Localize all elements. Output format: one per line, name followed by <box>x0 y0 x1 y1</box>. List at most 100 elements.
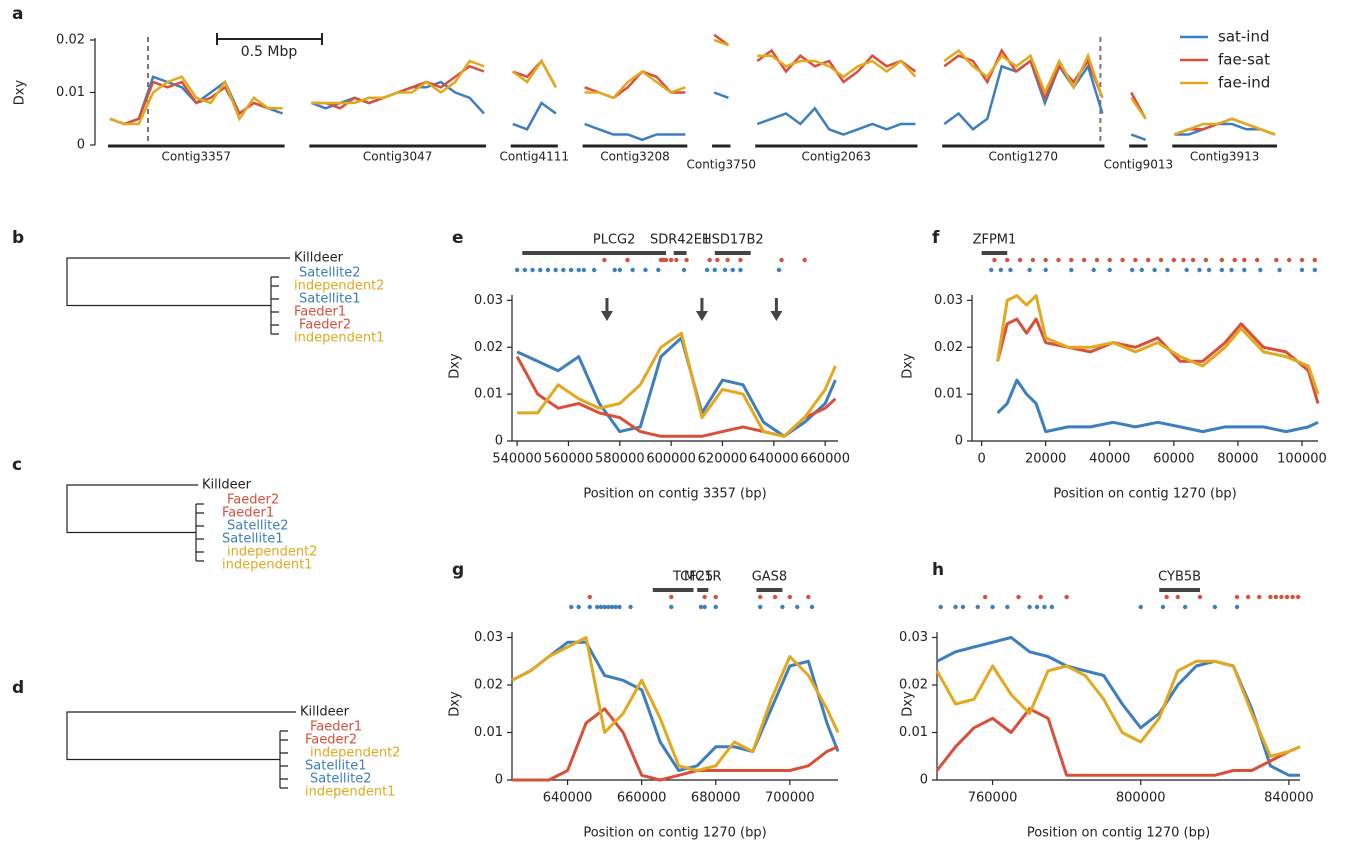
x-tick-label: 60000 <box>1153 452 1194 467</box>
tree-tip-label: Satellite2 <box>299 266 361 281</box>
x-tick-label: 20000 <box>1025 452 1066 467</box>
site-dot <box>681 267 687 273</box>
site-dot <box>609 604 615 610</box>
x-tick-label: 560000 <box>544 452 594 467</box>
site-dot <box>628 604 633 610</box>
contig-label: Contig2063 <box>802 150 872 164</box>
x-tick-label: 660000 <box>617 791 667 806</box>
site-dot <box>522 267 528 273</box>
site-dot <box>975 604 980 610</box>
gene-label: ZFPM1 <box>973 233 1017 248</box>
x-tick-label: 680000 <box>691 791 741 806</box>
x-tick-label: 0 <box>977 452 985 467</box>
site-dot <box>1164 594 1169 600</box>
site-dot <box>617 604 622 610</box>
site-dot <box>713 594 718 600</box>
site-dot <box>581 267 587 273</box>
site-dot <box>530 267 535 273</box>
y-tick-label: 0.02 <box>474 678 503 693</box>
y-tick-label: 0.03 <box>934 293 963 308</box>
site-dot <box>1212 604 1218 610</box>
site-dot <box>612 267 617 273</box>
site-dot <box>776 267 782 273</box>
legend-label: fae-ind <box>1218 74 1270 92</box>
series-line <box>996 294 1320 395</box>
series-line <box>517 331 837 438</box>
site-dot <box>613 604 618 610</box>
y-tick-label: 0.01 <box>899 725 928 740</box>
tree-tip-label: Satellite1 <box>299 292 361 307</box>
site-dot <box>1120 257 1125 263</box>
tree-tip-label: independent1 <box>294 331 384 346</box>
site-dot <box>1229 267 1234 273</box>
tree-branches <box>66 484 204 562</box>
x-tick-label: 800000 <box>1116 791 1166 806</box>
site-dot <box>591 267 597 273</box>
site-dot <box>1299 257 1305 263</box>
site-dot <box>1069 267 1074 273</box>
site-dot <box>1043 267 1048 273</box>
site-dot <box>630 267 635 273</box>
y-tick-label: 0.02 <box>899 678 928 693</box>
site-dot <box>1299 267 1305 273</box>
y-tick-label: 0 <box>955 434 963 449</box>
site-dot <box>1279 594 1284 600</box>
tree-tip-label: Faeder2 <box>299 318 351 333</box>
tree-branches <box>66 257 290 335</box>
tree-tip-label: Killdeer <box>300 705 350 720</box>
site-dot <box>1030 257 1036 263</box>
site-dot <box>713 604 718 610</box>
tree-branches <box>66 711 296 789</box>
y-axis-label: Dxy <box>901 691 916 717</box>
site-dot <box>561 267 566 273</box>
site-dot <box>684 257 689 263</box>
site-dot <box>772 594 778 600</box>
x-tick-label: 760000 <box>968 791 1018 806</box>
site-dot <box>568 267 574 273</box>
tree-tip-label: independent1 <box>222 558 312 573</box>
y-tick-label: 0.02 <box>934 340 963 355</box>
gene-label: TCF25 <box>672 570 713 585</box>
site-dot <box>1056 257 1061 263</box>
site-dot <box>715 257 720 263</box>
x-tick-label: 40000 <box>1089 452 1130 467</box>
x-axis-label: Position on contig 1270 (bp) <box>1027 826 1210 841</box>
x-tick-label: 700000 <box>765 791 815 806</box>
site-dot <box>1107 267 1112 273</box>
contig-label: Contig3357 <box>162 150 232 164</box>
site-dot <box>1273 594 1279 600</box>
y-tick-label: 0.01 <box>56 85 85 100</box>
site-dot <box>1064 594 1069 600</box>
site-dot <box>1081 257 1087 263</box>
site-dot <box>1165 267 1170 273</box>
site-dot <box>669 594 674 600</box>
x-tick-label: 100000 <box>1277 452 1327 467</box>
site-dot <box>1016 594 1021 600</box>
site-dot <box>712 267 717 273</box>
series-line <box>935 659 1301 758</box>
series-line <box>936 636 1300 777</box>
site-dot <box>1182 604 1188 610</box>
site-dot <box>758 604 763 610</box>
site-dot <box>1129 267 1135 273</box>
contig-label: Contig1270 <box>989 150 1059 164</box>
contig-label: Contig3047 <box>363 150 433 164</box>
site-dot <box>606 604 611 610</box>
site-dot <box>1203 257 1209 263</box>
tree-tip-label: independent2 <box>310 746 400 761</box>
series-line <box>512 707 839 782</box>
site-dot <box>938 604 943 610</box>
contig-label: Contig3750 <box>686 158 756 172</box>
site-dot <box>1038 594 1043 600</box>
panel-letter: g <box>452 560 464 580</box>
site-dot <box>602 604 607 610</box>
site-dot <box>1190 257 1196 263</box>
site-dot <box>595 604 600 610</box>
x-tick-label: 640000 <box>543 791 593 806</box>
site-dot <box>598 604 604 610</box>
site-dot <box>668 257 674 263</box>
site-dot <box>1219 257 1225 263</box>
site-dot <box>1069 257 1074 263</box>
y-tick-label: 0.03 <box>899 630 928 645</box>
